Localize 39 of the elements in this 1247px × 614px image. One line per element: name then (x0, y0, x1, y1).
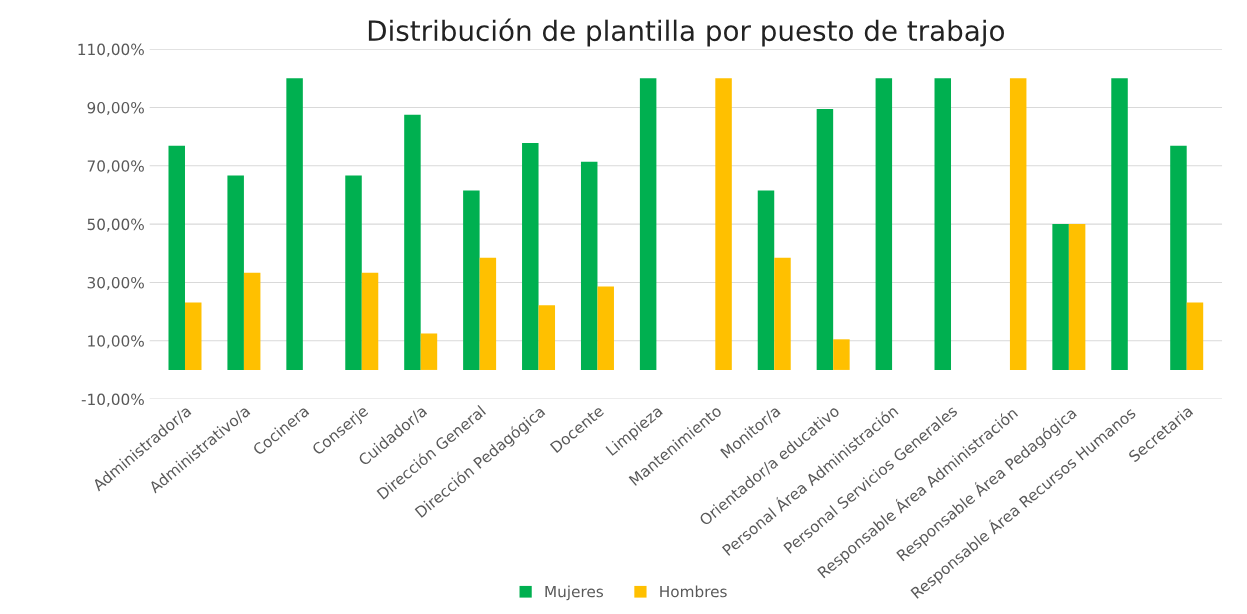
bar (1068, 224, 1086, 370)
bar (404, 114, 421, 370)
bar (479, 257, 497, 370)
bar (286, 78, 303, 370)
bar (816, 108, 834, 370)
bar (833, 339, 850, 370)
bar (597, 286, 614, 370)
y-tick-label: 50,00% (87, 218, 144, 232)
bar (522, 143, 539, 370)
bar (243, 272, 261, 370)
y-tick-label: 70,00% (87, 160, 144, 174)
y-tick-label: 10,00% (88, 335, 144, 349)
chart-title: Distribución de plantilla por puesto de trabajo (368, 18, 1004, 47)
bar (639, 78, 657, 370)
bar (875, 78, 893, 370)
y-tick-label: 30,00% (87, 276, 144, 291)
bar (1009, 78, 1027, 370)
y-tick-label: 90,00% (87, 101, 144, 116)
bar (715, 78, 732, 370)
bar (168, 145, 185, 370)
bar (184, 302, 202, 370)
bar (1186, 302, 1204, 370)
bar (934, 78, 952, 370)
bar (345, 175, 362, 370)
bar (757, 190, 775, 370)
legend-label: Mujeres (545, 585, 604, 601)
bar (1052, 224, 1069, 370)
bar (463, 190, 480, 370)
bar (774, 257, 791, 370)
bar (361, 272, 379, 370)
bar (1170, 145, 1187, 370)
bar (420, 333, 438, 370)
y-tick-label: -10,00% (81, 393, 144, 407)
legend-label: Hombres (660, 585, 727, 598)
bar (1111, 78, 1128, 370)
bar (538, 305, 556, 370)
y-tick-label: 110,00% (78, 43, 144, 57)
bar (580, 161, 598, 370)
bar (227, 175, 244, 370)
